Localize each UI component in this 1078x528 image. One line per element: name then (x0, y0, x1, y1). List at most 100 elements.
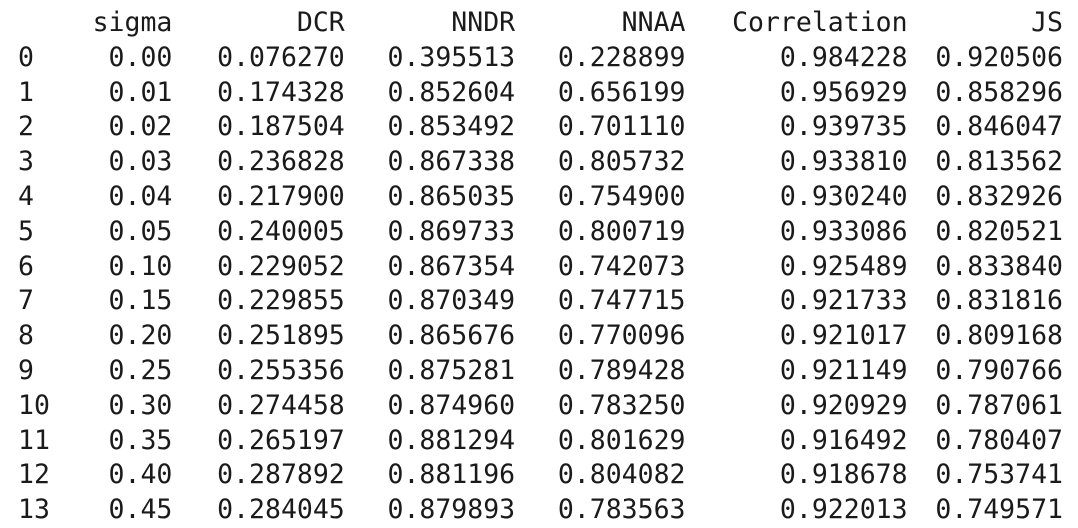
results-table: sigma DCR NNDR NNAA Correlation JS 0 0.00… (0, 6, 1078, 528)
nndr-cell: 0.865676 (387, 320, 516, 352)
js-cell: 0.787061 (935, 389, 1063, 421)
dcr-cell: 0.174328 (217, 76, 345, 108)
correlation-cell: 0.939735 (779, 111, 908, 143)
nnaa-cell: 0.805732 (557, 146, 686, 178)
js-cell: 0.780407 (935, 424, 1063, 456)
nnaa-cell: 0.656199 (557, 76, 686, 108)
sigma-cell: 0.04 (108, 180, 173, 212)
dcr-cell: 0.251895 (217, 320, 345, 352)
row-index: 8 (18, 320, 34, 352)
correlation-cell: 0.930240 (779, 180, 908, 212)
correlation-cell: 0.925489 (779, 250, 908, 282)
table-row: 11 0.35 0.265197 0.881294 0.801629 0.916492 0.… (0, 424, 1078, 459)
sigma-cell: 0.45 (108, 494, 173, 526)
correlation-cell: 0.918678 (779, 459, 908, 491)
table-row: 6 0.10 0.229052 0.867354 0.742073 0.925489 0.8… (0, 250, 1078, 285)
sigma-cell: 0.20 (108, 320, 173, 352)
dcr-cell: 0.284045 (217, 494, 345, 526)
table-body: 0 0.00 0.076270 0.395513 0.228899 0.984228 0.9… (0, 41, 1078, 528)
dcr-cell: 0.217900 (217, 180, 345, 212)
column-header-nndr: NNDR (451, 7, 516, 38)
nndr-cell: 0.881196 (387, 459, 516, 491)
nndr-cell: 0.852604 (387, 76, 516, 108)
correlation-cell: 0.920929 (779, 389, 908, 421)
table-row: 8 0.20 0.251895 0.865676 0.770096 0.921017 0.8… (0, 319, 1078, 354)
js-cell: 0.846047 (935, 111, 1063, 143)
row-index: 5 (18, 215, 34, 247)
js-cell: 0.809168 (935, 320, 1063, 352)
sigma-cell: 0.01 (108, 76, 173, 108)
row-index: 10 (18, 389, 50, 421)
sigma-cell: 0.35 (108, 424, 173, 456)
nnaa-cell: 0.701110 (557, 111, 686, 143)
table-row: 2 0.02 0.187504 0.853492 0.701110 0.939735 0.8… (0, 110, 1078, 145)
js-cell: 0.858296 (935, 76, 1063, 108)
row-index: 1 (18, 76, 34, 108)
table-row: 10 0.30 0.274458 0.874960 0.783250 0.920929 0.… (0, 389, 1078, 424)
table-row: 7 0.15 0.229855 0.870349 0.747715 0.921733 0.8… (0, 284, 1078, 319)
js-cell: 0.820521 (935, 215, 1063, 247)
nndr-cell: 0.853492 (387, 111, 516, 143)
correlation-cell: 0.921017 (779, 320, 908, 352)
index-header (0, 6, 85, 41)
js-cell: 0.790766 (935, 354, 1063, 386)
nndr-cell: 0.874960 (387, 389, 516, 421)
nnaa-cell: 0.228899 (557, 41, 686, 73)
nndr-cell: 0.870349 (387, 285, 516, 317)
correlation-cell: 0.984228 (779, 41, 908, 73)
dcr-cell: 0.229855 (217, 285, 345, 317)
column-header-nnaa: NNAA (621, 7, 686, 38)
correlation-cell: 0.916492 (779, 424, 908, 456)
table-row: 1 0.01 0.174328 0.852604 0.656199 0.956929 0.8… (0, 76, 1078, 111)
row-index: 9 (18, 354, 34, 386)
dcr-cell: 0.236828 (217, 146, 345, 178)
row-index: 6 (18, 250, 34, 282)
nnaa-cell: 0.801629 (557, 424, 686, 456)
column-header-correlation: Correlation (732, 7, 908, 38)
table-row: 9 0.25 0.255356 0.875281 0.789428 0.921149 0.7… (0, 354, 1078, 389)
nnaa-cell: 0.804082 (557, 459, 686, 491)
dcr-cell: 0.229052 (217, 250, 345, 282)
nndr-cell: 0.869733 (387, 215, 516, 247)
nndr-cell: 0.881294 (387, 424, 516, 456)
nnaa-cell: 0.783250 (557, 389, 686, 421)
js-cell: 0.832926 (935, 180, 1063, 212)
row-index: 4 (18, 180, 34, 212)
dcr-cell: 0.240005 (217, 215, 345, 247)
row-index: 3 (18, 146, 34, 178)
sigma-cell: 0.03 (108, 146, 173, 178)
table-row: 3 0.03 0.236828 0.867338 0.805732 0.933810 0.8… (0, 145, 1078, 180)
correlation-cell: 0.933810 (779, 146, 908, 178)
row-index: 11 (18, 424, 50, 456)
dcr-cell: 0.076270 (217, 41, 345, 73)
column-header-js: JS (1031, 7, 1063, 38)
nndr-cell: 0.879893 (387, 494, 516, 526)
js-cell: 0.831816 (935, 285, 1063, 317)
row-index: 0 (18, 41, 34, 73)
table-row: 12 0.40 0.287892 0.881196 0.804082 0.918678 0.… (0, 458, 1078, 493)
nnaa-cell: 0.747715 (557, 285, 686, 317)
js-cell: 0.753741 (935, 459, 1063, 491)
nnaa-cell: 0.789428 (557, 354, 686, 386)
js-cell: 0.920506 (935, 41, 1063, 73)
nndr-cell: 0.865035 (387, 180, 516, 212)
sigma-cell: 0.05 (108, 215, 173, 247)
js-cell: 0.813562 (935, 146, 1063, 178)
table-row: 0 0.00 0.076270 0.395513 0.228899 0.984228 0.9… (0, 41, 1078, 76)
row-index: 7 (18, 285, 34, 317)
sigma-cell: 0.30 (108, 389, 173, 421)
nndr-cell: 0.875281 (387, 354, 516, 386)
sigma-cell: 0.10 (108, 250, 173, 282)
nndr-cell: 0.867338 (387, 146, 516, 178)
column-header-sigma: sigma (92, 7, 173, 38)
table-row: 5 0.05 0.240005 0.869733 0.800719 0.933086 0.8… (0, 215, 1078, 250)
nnaa-cell: 0.742073 (557, 250, 686, 282)
sigma-cell: 0.25 (108, 354, 173, 386)
header-row: sigma DCR NNDR NNAA Correlation JS (0, 6, 1078, 41)
dcr-cell: 0.255356 (217, 354, 345, 386)
correlation-cell: 0.921149 (779, 354, 908, 386)
nndr-cell: 0.867354 (387, 250, 516, 282)
sigma-cell: 0.15 (108, 285, 173, 317)
dcr-cell: 0.265197 (217, 424, 345, 456)
table-header: sigma DCR NNDR NNAA Correlation JS (0, 6, 1078, 41)
